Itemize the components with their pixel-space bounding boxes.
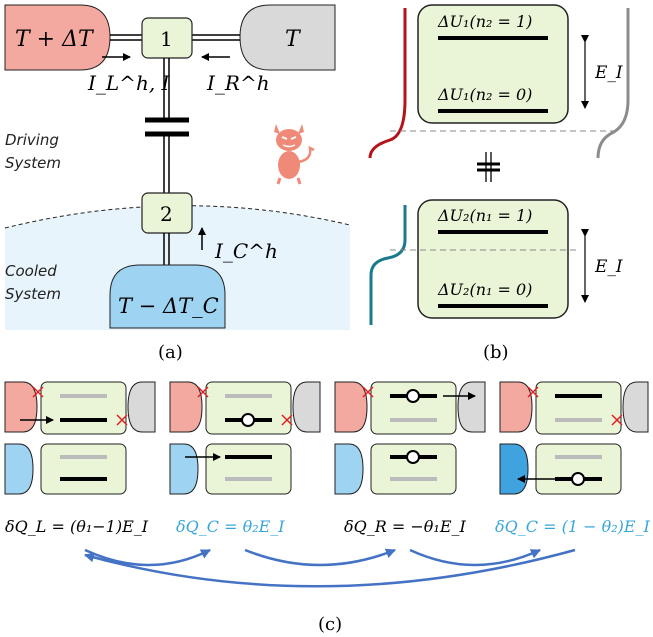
cross-icon bbox=[197, 386, 209, 398]
panel-a: T + ΔT T 1 I_L^h, I I_R^h 2 I_C^h bbox=[4, 4, 351, 363]
driving-system-label-1: Driving bbox=[5, 131, 59, 149]
hot-reservoir bbox=[4, 4, 111, 71]
current-right-label: I_R^h bbox=[206, 71, 270, 95]
cross-icon bbox=[527, 386, 539, 398]
cold-reservoir bbox=[239, 4, 336, 71]
heat-cooled-1-label: δQ_C = θ₂E_I bbox=[176, 517, 285, 536]
left-distribution-curve bbox=[368, 8, 407, 159]
node-2-label: 2 bbox=[160, 202, 173, 226]
level-1-upper-label: ΔU₁(n₂ = 1) bbox=[437, 12, 532, 31]
coupling-symbol bbox=[477, 152, 500, 182]
panel-c-caption: (c) bbox=[318, 614, 342, 635]
heat-cooled-2-label: δQ_C = (1 − θ₂)E_I bbox=[495, 517, 651, 536]
level-2-lower-label: ΔU₂(n₁ = 0) bbox=[437, 280, 532, 299]
cross-icon bbox=[281, 414, 293, 426]
panel-a-caption: (a) bbox=[158, 342, 183, 363]
cooled-reservoir-label: T − ΔT_C bbox=[118, 294, 219, 318]
step-1 bbox=[4, 381, 156, 495]
cycle-arrow-1-2 bbox=[84, 548, 211, 567]
panel-c: δQ_L = (θ₁−1)E_I δQ_C = θ₂E_I δQ_R = −θ₁… bbox=[4, 381, 651, 635]
current-left-label: I_L^h, I bbox=[87, 71, 171, 95]
cycle-arrow-4-1 bbox=[84, 548, 576, 588]
cycle-arrow-2-3 bbox=[244, 548, 396, 567]
level-1-lower-label: ΔU₁(n₂ = 0) bbox=[437, 85, 532, 104]
heat-left-label: δQ_L = (θ₁−1)E_I bbox=[5, 517, 149, 536]
energy-label-top: E_I bbox=[594, 63, 623, 83]
cooled-distribution-curve bbox=[369, 205, 407, 325]
step-4 bbox=[499, 381, 649, 495]
cross-icon bbox=[611, 414, 623, 426]
driving-system-label-2: System bbox=[5, 154, 61, 172]
dot-2-level-box bbox=[417, 199, 569, 319]
right-distribution-curve bbox=[596, 8, 630, 159]
energy-label-bottom: E_I bbox=[594, 257, 623, 277]
cross-icon bbox=[362, 386, 374, 398]
node-1-label: 1 bbox=[160, 27, 173, 51]
cooled-reservoir bbox=[109, 264, 226, 329]
hot-reservoir-label: T + ΔT bbox=[15, 27, 95, 52]
panel-b: ΔU₁(n₂ = 1) ΔU₁(n₂ = 0) E_I ΔU₂(n₁ = 1) … bbox=[368, 4, 630, 363]
level-2-upper-label: ΔU₂(n₁ = 1) bbox=[437, 206, 532, 225]
node-1 bbox=[141, 17, 193, 59]
heat-right-label: δQ_R = −θ₁E_I bbox=[344, 517, 467, 536]
cold-reservoir-label: T bbox=[285, 27, 302, 52]
cross-icon bbox=[116, 414, 128, 426]
step-2 bbox=[169, 381, 321, 495]
current-cooled-label: I_C^h bbox=[214, 239, 278, 263]
cross-icon bbox=[32, 386, 44, 398]
demon-icon bbox=[274, 124, 315, 185]
cycle-arrow-3-4 bbox=[409, 548, 541, 567]
dot-1-level-box bbox=[417, 4, 569, 124]
cooled-system-label-2: System bbox=[5, 285, 61, 303]
node-2 bbox=[141, 192, 193, 234]
step-3 bbox=[334, 381, 486, 495]
cooled-system-label-1: Cooled bbox=[5, 262, 57, 280]
panel-b-caption: (b) bbox=[483, 342, 509, 363]
